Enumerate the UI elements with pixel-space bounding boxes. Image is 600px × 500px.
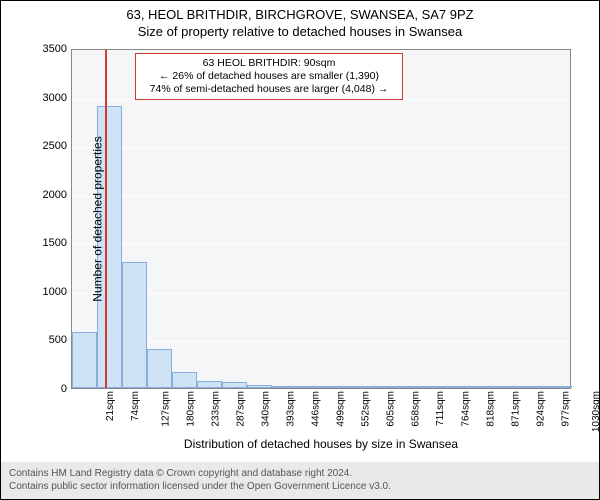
gridline: [72, 244, 570, 245]
histogram-bar: [522, 386, 547, 388]
histogram-bar: [247, 385, 272, 388]
chart-zone: Number of detached properties Distributi…: [71, 49, 571, 389]
y-tick-label: 500: [17, 334, 67, 346]
y-axis-title: Number of detached properties: [91, 136, 105, 301]
histogram-bar: [447, 386, 472, 388]
histogram-bar: [322, 386, 347, 388]
x-tick-label: 74sqm: [130, 391, 141, 421]
chart-title-description: Size of property relative to detached ho…: [1, 22, 599, 39]
histogram-bar: [147, 349, 172, 388]
x-tick-label: 340sqm: [261, 391, 272, 427]
property-marker-line: [105, 50, 107, 388]
x-tick-label: 871sqm: [511, 391, 522, 427]
y-tick-label: 0: [17, 383, 67, 395]
x-tick-label: 393sqm: [286, 391, 297, 427]
x-tick-label: 552sqm: [361, 391, 372, 427]
footer: Contains HM Land Registry data © Crown c…: [1, 462, 599, 499]
histogram-bar: [497, 386, 522, 388]
y-tick-label: 1000: [17, 286, 67, 298]
x-tick-label: 127sqm: [161, 391, 172, 427]
histogram-bar: [172, 372, 197, 388]
x-tick-label: 924sqm: [536, 391, 547, 427]
y-tick-label: 2500: [17, 140, 67, 152]
x-tick-label: 605sqm: [386, 391, 397, 427]
histogram-bar: [72, 332, 97, 388]
histogram-bar: [197, 381, 222, 388]
histogram-bar: [297, 386, 322, 388]
annotation-line2: ← 26% of detached houses are smaller (1,…: [142, 70, 396, 83]
footer-line1: Contains HM Land Registry data © Crown c…: [9, 468, 591, 481]
x-tick-label: 711sqm: [435, 391, 446, 426]
y-tick-label: 3000: [17, 92, 67, 104]
x-tick-label: 977sqm: [561, 391, 572, 427]
gridline: [72, 147, 570, 148]
chart-title-address: 63, HEOL BRITHDIR, BIRCHGROVE, SWANSEA, …: [1, 1, 599, 22]
annotation-line1: 63 HEOL BRITHDIR: 90sqm: [142, 57, 396, 70]
x-tick-label: 287sqm: [236, 391, 247, 427]
histogram-bar: [272, 386, 297, 388]
chart-container: 63, HEOL BRITHDIR, BIRCHGROVE, SWANSEA, …: [0, 0, 600, 500]
histogram-bar: [372, 386, 397, 388]
x-tick-label: 1030sqm: [591, 391, 600, 432]
x-tick-label: 499sqm: [336, 391, 347, 427]
y-tick-label: 1500: [17, 237, 67, 249]
y-tick-label: 2000: [17, 189, 67, 201]
annotation-line3: 74% of semi-detached houses are larger (…: [142, 83, 396, 96]
x-tick-label: 764sqm: [461, 391, 472, 427]
histogram-bar: [347, 386, 372, 388]
footer-line2: Contains public sector information licen…: [9, 481, 591, 494]
histogram-bar: [422, 386, 447, 388]
x-tick-label: 233sqm: [211, 391, 222, 427]
annotation-box: 63 HEOL BRITHDIR: 90sqm ← 26% of detache…: [135, 53, 403, 100]
histogram-bar: [222, 382, 247, 388]
x-tick-label: 180sqm: [186, 391, 197, 427]
histogram-bar: [472, 386, 497, 388]
histogram-bar: [122, 262, 147, 388]
x-tick-label: 21sqm: [105, 391, 116, 421]
x-tick-label: 446sqm: [311, 391, 322, 427]
histogram-bar: [397, 386, 422, 388]
histogram-bar: [547, 386, 572, 388]
gridline: [72, 196, 570, 197]
x-axis-title: Distribution of detached houses by size …: [71, 437, 571, 451]
x-tick-label: 658sqm: [411, 391, 422, 427]
x-tick-label: 818sqm: [486, 391, 497, 427]
y-tick-label: 3500: [17, 43, 67, 55]
